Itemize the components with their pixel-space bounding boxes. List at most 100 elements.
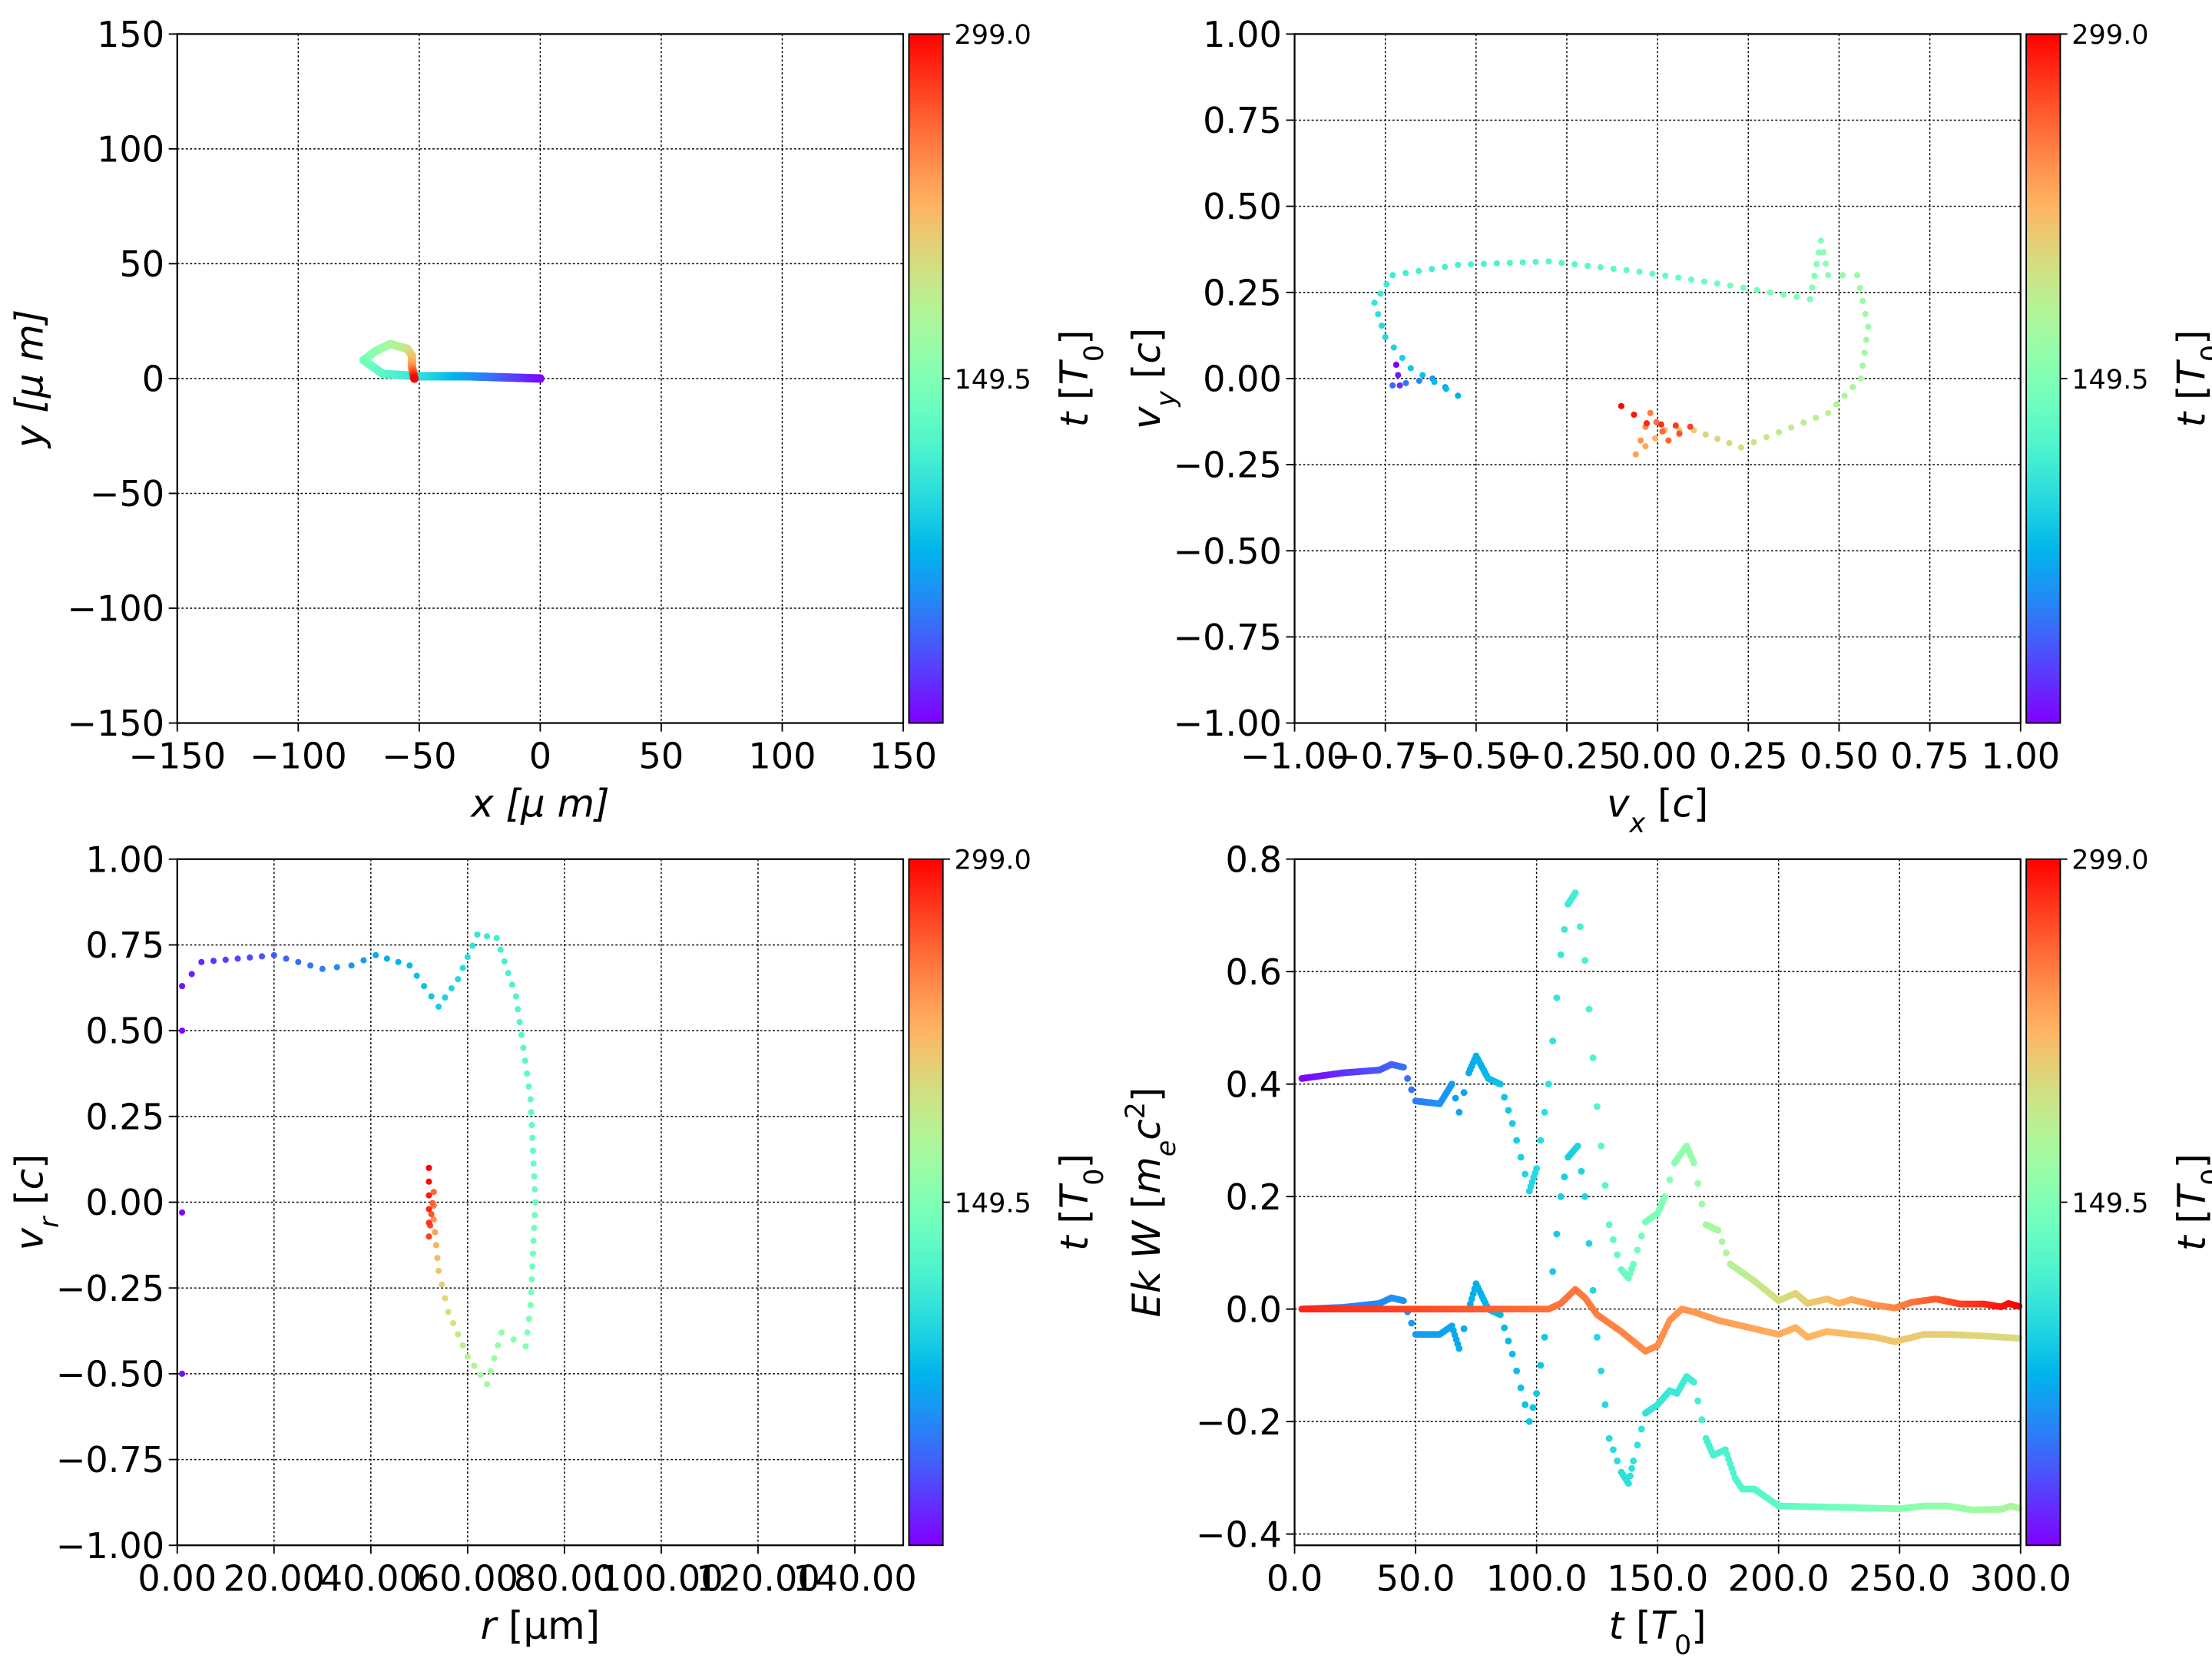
data-point	[1598, 1142, 1605, 1150]
data-point	[1653, 419, 1660, 425]
data-point	[435, 1267, 442, 1274]
data-points	[359, 339, 545, 383]
label-part: t	[1609, 1603, 1626, 1648]
data-point	[428, 993, 435, 1000]
data-point	[491, 1355, 498, 1362]
data-point	[531, 1212, 538, 1219]
data-point	[1553, 1230, 1561, 1238]
data-point	[442, 1295, 449, 1302]
x-axis-label: t [T0]	[1609, 1603, 1707, 1661]
data-point	[1533, 1165, 1541, 1173]
data-point	[515, 1006, 522, 1013]
data-point	[1571, 261, 1578, 268]
label-part: v	[1607, 781, 1631, 826]
data-point	[1714, 435, 1721, 442]
data-point	[434, 1255, 441, 1262]
label-part: 0	[1674, 1630, 1691, 1661]
data-point	[1647, 409, 1654, 416]
data-point	[1537, 1137, 1545, 1144]
data-point	[459, 965, 466, 971]
data-point	[426, 1178, 432, 1185]
label-part: ]	[2170, 1153, 2212, 1168]
data-point	[234, 955, 241, 962]
data-point	[410, 374, 419, 383]
y-tick-label: −50	[90, 473, 164, 515]
data-point	[495, 1342, 502, 1349]
data-point	[432, 1242, 439, 1249]
label-part: ]	[1694, 781, 1708, 826]
x-tick-label: −1.00	[1240, 736, 1349, 777]
data-point	[1637, 437, 1644, 444]
data-point	[1513, 1367, 1521, 1375]
x-tick-label: 0.00	[137, 1557, 217, 1599]
label-part: [	[1124, 364, 1169, 391]
y-tick-label: 0.6	[1226, 951, 1282, 993]
trajectory-xy-panel: −150 −100 −50 0 50 100 150 −150 −100 −50 0 50 100 150…	[7, 14, 1110, 826]
data-point	[1402, 379, 1409, 386]
colorbar-tick-label: 149.5	[2071, 364, 2148, 395]
data-point	[518, 1031, 525, 1038]
data-point	[1666, 1176, 1674, 1183]
y-tick-label: 0.00	[1203, 359, 1282, 400]
data-point	[1634, 1246, 1641, 1254]
data-point	[1545, 1080, 1552, 1088]
data-point	[1718, 1238, 1726, 1246]
x-tick-label: 120.00	[696, 1557, 820, 1599]
data-point	[471, 1362, 478, 1369]
data-point	[455, 1331, 462, 1338]
data-point	[435, 1003, 442, 1010]
x-tick-label: −0.50	[1422, 736, 1530, 777]
data-point	[1460, 1325, 1468, 1332]
label-part: T	[1052, 359, 1097, 385]
data-point	[1574, 1142, 1581, 1150]
data-point	[527, 1302, 534, 1309]
data-point	[464, 1353, 471, 1360]
label-part: c	[1124, 342, 1169, 363]
energy-work-panel: 0.0 50.0 100.0 150.0 200.0 250.0 300.0−0.4−0.2…	[1121, 839, 2212, 1661]
colorbar-tick-label: 299.0	[2071, 845, 2148, 876]
data-point	[1455, 392, 1462, 399]
data-point	[1624, 1480, 1632, 1487]
data-point	[530, 1160, 537, 1167]
label-part: T	[1052, 1183, 1097, 1209]
label-part: ]	[1124, 328, 1169, 342]
data-point	[395, 958, 402, 965]
data-point	[426, 1206, 432, 1213]
data-point	[1859, 297, 1866, 305]
y-tick-label: 1.00	[1203, 14, 1282, 55]
data-point	[531, 1173, 538, 1180]
data-point	[1632, 451, 1639, 458]
data-point	[520, 1044, 527, 1051]
data-point	[1392, 361, 1399, 369]
data-point	[1849, 384, 1856, 391]
data-point	[1767, 289, 1773, 296]
data-point	[439, 1281, 445, 1288]
data-point	[1634, 1441, 1641, 1449]
data-point	[1775, 429, 1783, 435]
data-point	[426, 1233, 432, 1240]
data-point	[1662, 272, 1669, 280]
x-tick-label: 0.0	[1267, 1557, 1323, 1599]
y-tick-label: −0.4	[1196, 1514, 1282, 1555]
data-point	[1442, 385, 1449, 392]
data-point	[1817, 237, 1824, 244]
data-point	[1672, 422, 1679, 429]
data-point	[432, 1229, 439, 1236]
data-point	[1687, 276, 1695, 283]
y-axis-label: vr [c]	[7, 1154, 65, 1251]
data-point	[1382, 334, 1389, 341]
x-tick-label: 50	[639, 736, 684, 777]
data-point	[1508, 1350, 1516, 1358]
data-point	[449, 1319, 457, 1327]
data-point	[179, 1370, 186, 1377]
y-tick-label: −150	[67, 703, 164, 744]
label-part: t	[2170, 1234, 2212, 1251]
data-point	[1839, 272, 1846, 279]
data-point	[1737, 444, 1744, 451]
x-tick-label: −0.25	[1512, 736, 1621, 777]
data-point	[493, 935, 500, 941]
data-point	[1740, 284, 1747, 291]
data-point	[1815, 249, 1823, 256]
data-point	[1378, 323, 1386, 329]
data-point	[1571, 889, 1579, 897]
